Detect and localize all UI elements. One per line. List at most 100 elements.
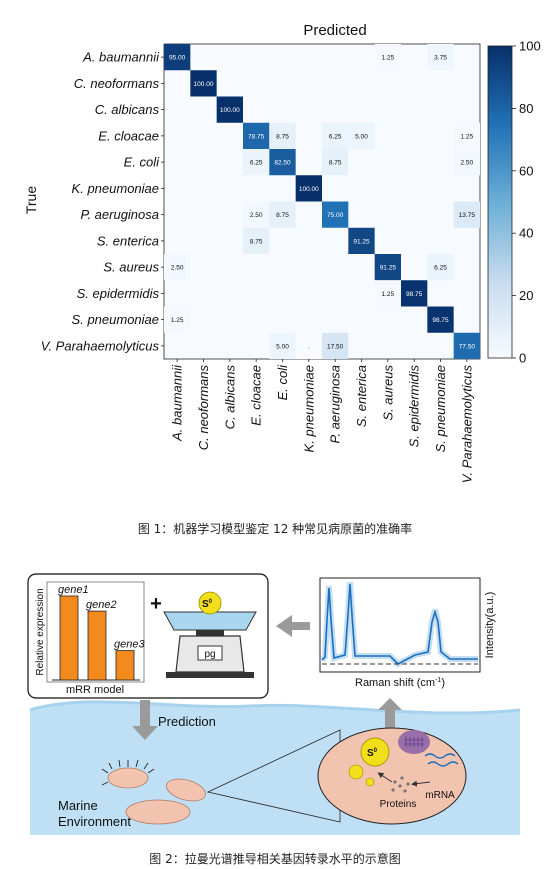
cell-value-label: 1.25 [171, 317, 184, 324]
heatmap-cell [243, 122, 270, 149]
raman-xlabel: Raman shift (cm-1) [355, 677, 445, 689]
sulfur-globule-small [365, 777, 375, 787]
cell-value-label: 77.50 [459, 343, 476, 350]
column-label: K. pneumoniae [301, 365, 316, 452]
mrna-strand-icon [424, 753, 459, 767]
cell-value-label: 100.00 [220, 107, 240, 114]
heatmap-cell [453, 332, 480, 359]
heatmap-cell [322, 332, 349, 359]
heatmap-cell [243, 201, 270, 228]
cell-value-label: 8.75 [276, 212, 289, 219]
spectrum-line [321, 583, 478, 665]
ocean-wave-highlight [29, 700, 521, 715]
row-label: C. albicans [95, 102, 160, 117]
cell-value-label: 6.25 [434, 265, 447, 272]
column-label: E. cloacae [249, 365, 264, 426]
column-label: E. coli [275, 364, 290, 401]
row-label: V. Parahaemolyticus [41, 338, 160, 353]
column-label: V. Parahaemolyticus [459, 365, 474, 484]
row-label: A. baumannii [82, 50, 160, 65]
arrow-mrna-to-proteins [411, 780, 431, 787]
heatmap-cell [216, 96, 243, 123]
row-label: C. neoformans [74, 76, 160, 91]
heatmap-cell [374, 280, 401, 307]
row-label: S. aureus [103, 260, 159, 275]
colorbar [487, 45, 513, 359]
mrna-label: mRNA [425, 790, 455, 801]
cell-value-label: 2.50 [171, 265, 184, 272]
arrow-spectrum-to-scale [276, 615, 310, 637]
prediction-label: Prediction [158, 714, 216, 729]
cell-value-label: 100.00 [194, 81, 214, 88]
gene-bar-label: gene3 [114, 639, 145, 651]
gene-bar-label: gene1 [58, 584, 89, 596]
colorbar-ticks: 0 20 40 60 80 100 [512, 39, 541, 366]
bacteria-small-icon [101, 759, 155, 789]
heatmap-cell [427, 254, 454, 281]
environment-label-line1: Marine [58, 798, 98, 813]
nucleoid-dna-icon [398, 730, 430, 754]
cell-value-label: 82.50 [274, 160, 291, 167]
cell-value-label: 8.75 [329, 160, 342, 167]
column-label: A. baumannii [170, 364, 185, 442]
sulfur-globule-large [360, 737, 390, 767]
row-label: E. coli [124, 155, 161, 170]
heatmap-cells: 95.00 1.25 3.75 100.00 100.00 78.75 8.75 6.25 5.… [164, 44, 480, 359]
cell-value-label: 1.25 [461, 133, 474, 140]
heatmap-cell [269, 122, 296, 149]
row-label: S. epidermidis [77, 286, 160, 301]
row-label: K. pneumoniae [72, 181, 159, 196]
heatmap-cell [374, 254, 401, 281]
heatmap-cell [322, 122, 349, 149]
heatmap-cell [164, 306, 191, 333]
colorbar-tick-label: 40 [519, 226, 533, 241]
column-label: C. neoformans [196, 365, 211, 451]
cell-value-label: 8.75 [250, 238, 263, 245]
heatmap-cell [427, 306, 454, 333]
cell-value-label: 17.50 [327, 343, 344, 350]
plus-sign: + [150, 593, 162, 615]
colorbar-tick-label: 60 [519, 163, 533, 178]
cell-value-label: 78.75 [248, 133, 265, 140]
cell-value-label: . [308, 343, 310, 350]
column-label: S. aureus [380, 365, 395, 421]
cell-value-label: 3.75 [434, 55, 447, 62]
arrow-proteins-to-sulfur [377, 772, 393, 783]
figure1-caption: 图 1：机器学习模型鉴定 12 种常见病原菌的准确率 [137, 522, 413, 536]
cell-value-label: 91.25 [353, 238, 370, 245]
figure2-caption: 图 2：拉曼光谱推导相关基因转录水平的示意图 [149, 852, 401, 866]
zoomed-cell [317, 727, 467, 825]
cell-value-label: 8.75 [276, 133, 289, 140]
chart-title: Predicted [303, 22, 366, 39]
cell-value-label: 91.25 [380, 265, 397, 272]
y-axis-label: True [23, 186, 39, 214]
heatmap-cell [374, 44, 401, 71]
heatmap-cell [348, 122, 375, 149]
environment-label-line2: Environment [58, 814, 131, 829]
row-label: E. cloacae [98, 128, 159, 143]
cell-value-label: 100.00 [299, 186, 319, 193]
heatmap-cell [164, 44, 191, 71]
bar-chart-ylabel: Relative expression [35, 588, 46, 675]
heatmap-cell [164, 254, 191, 281]
cell-value-label: 5.00 [355, 133, 368, 140]
colorbar-tick-label: 100 [519, 39, 541, 54]
gene-bar [87, 610, 107, 681]
gene-bar-label: gene2 [86, 599, 117, 611]
balance-scale-icon [163, 611, 257, 678]
protein-dots-icon [391, 776, 410, 793]
colorbar-tick-label: 80 [519, 101, 533, 116]
column-label: C. albicans [222, 365, 237, 430]
heatmap-cell [295, 175, 322, 202]
arrow-cell-to-spectrum [378, 698, 402, 730]
row-labels: A. baumannii C. neoformans C. albicans E. c… [41, 50, 164, 353]
cell-value-label: 6.25 [250, 160, 263, 167]
heatmap-cell [269, 201, 296, 228]
cell-value-label: 75.00 [327, 212, 344, 219]
cell-value-label: 98.75 [406, 291, 423, 298]
bacteria-large-icon [125, 799, 191, 825]
row-label: S. pneumoniae [72, 312, 159, 327]
column-label: S. epidermidis [407, 365, 422, 448]
heatmap-cell [243, 227, 270, 254]
cell-value-label: 2.50 [461, 160, 474, 167]
